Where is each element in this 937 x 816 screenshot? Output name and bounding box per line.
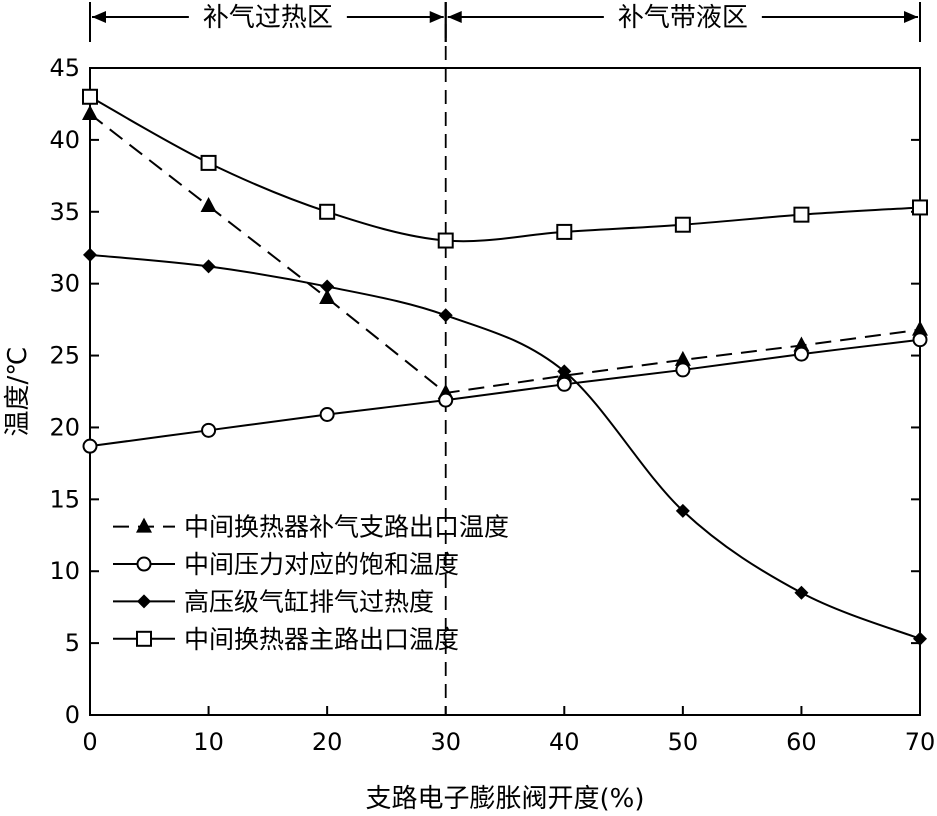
region-arrow-head <box>904 11 918 23</box>
data-point <box>556 223 573 240</box>
data-point <box>794 585 809 600</box>
y-tick-label: 30 <box>49 270 80 298</box>
plot-frame <box>89 67 921 716</box>
x-tick-label: 60 <box>786 728 817 756</box>
data-point <box>556 376 572 392</box>
data-point <box>675 503 690 518</box>
legend-item: 高压级气缸排气过热度 <box>113 587 434 616</box>
x-tick-label: 20 <box>312 728 343 756</box>
y-tick-label: 10 <box>49 557 80 585</box>
legend-marker <box>136 630 152 647</box>
legend-marker <box>136 556 152 572</box>
legend-item: 中间压力对应的饱和温度 <box>113 550 459 579</box>
data-point <box>319 407 335 423</box>
series-main-outlet <box>82 88 928 249</box>
series-layer <box>82 88 928 646</box>
y-tick-label: 40 <box>49 126 80 154</box>
data-point <box>319 289 336 305</box>
data-point <box>82 88 98 105</box>
data-point <box>912 199 928 216</box>
legend-marker <box>137 594 151 609</box>
x-tick-label: 70 <box>905 728 936 756</box>
y-tick-label: 45 <box>49 54 80 82</box>
y-axis-title: 温度/℃ <box>3 347 33 437</box>
data-point <box>557 364 572 379</box>
data-point <box>319 203 336 220</box>
data-point <box>200 154 217 171</box>
x-axis-title: 支路电子膨胀阀开度(%) <box>366 784 645 814</box>
y-tick-label: 35 <box>49 198 80 226</box>
region-arrow-head <box>92 11 106 23</box>
data-point <box>912 320 928 336</box>
region-arrow-head <box>447 11 462 23</box>
data-point <box>201 422 217 438</box>
series-injection-branch-outlet <box>82 105 928 399</box>
legend-label: 中间换热器主路出口温度 <box>184 625 459 654</box>
data-point <box>912 332 928 348</box>
x-tick-label: 0 <box>82 728 97 756</box>
series-line <box>89 253 921 640</box>
y-tick-label: 5 <box>65 629 80 657</box>
y-tick-label: 15 <box>49 485 80 513</box>
data-point <box>793 346 809 362</box>
data-point <box>793 336 810 352</box>
x-tick-label: 40 <box>549 728 580 756</box>
legend-label: 中间换热器补气支路出口温度 <box>184 513 509 542</box>
legend: 中间换热器补气支路出口温度中间压力对应的饱和温度高压级气缸排气过热度中间换热器主… <box>113 513 509 654</box>
x-tick-label: 50 <box>668 728 699 756</box>
data-point <box>438 308 453 323</box>
data-point <box>913 631 927 646</box>
region-label: 补气带液区 <box>618 3 748 33</box>
legend-label: 中间压力对应的饱和温度 <box>184 550 459 579</box>
x-tick-label: 30 <box>430 728 461 756</box>
series-discharge-superheat <box>83 247 927 646</box>
series-saturation-temp <box>82 332 928 454</box>
region-label: 补气过热区 <box>203 3 333 33</box>
series-line <box>89 113 921 394</box>
x-tick-label: 10 <box>193 728 224 756</box>
x-axis: 0 10 20 30 40 50 60 70 <box>82 706 935 756</box>
y-tick-label: 0 <box>65 701 80 729</box>
data-point <box>675 362 691 378</box>
data-point <box>83 247 97 262</box>
data-point <box>674 350 691 366</box>
data-point <box>438 392 454 408</box>
legend-item: 中间换热器补气支路出口温度 <box>113 513 509 542</box>
data-point <box>437 232 454 249</box>
legend-label: 高压级气缸排气过热度 <box>184 587 434 616</box>
data-point <box>201 259 216 274</box>
y-tick-label: 20 <box>49 413 80 441</box>
y-tick-label: 25 <box>49 342 80 370</box>
data-point <box>82 105 98 121</box>
legend-marker <box>136 517 152 533</box>
series-line <box>89 338 921 448</box>
data-point <box>793 206 810 223</box>
data-point <box>674 216 691 233</box>
region-header: 补气过热区 补气带液区 <box>89 2 921 42</box>
y-axis: 0 5 10 15 20 25 30 35 40 45 <box>49 54 920 729</box>
data-point <box>200 197 217 213</box>
data-point <box>320 279 335 294</box>
region-arrow-head <box>429 11 444 23</box>
legend-item: 中间换热器主路出口温度 <box>113 625 459 654</box>
data-point <box>82 438 98 454</box>
